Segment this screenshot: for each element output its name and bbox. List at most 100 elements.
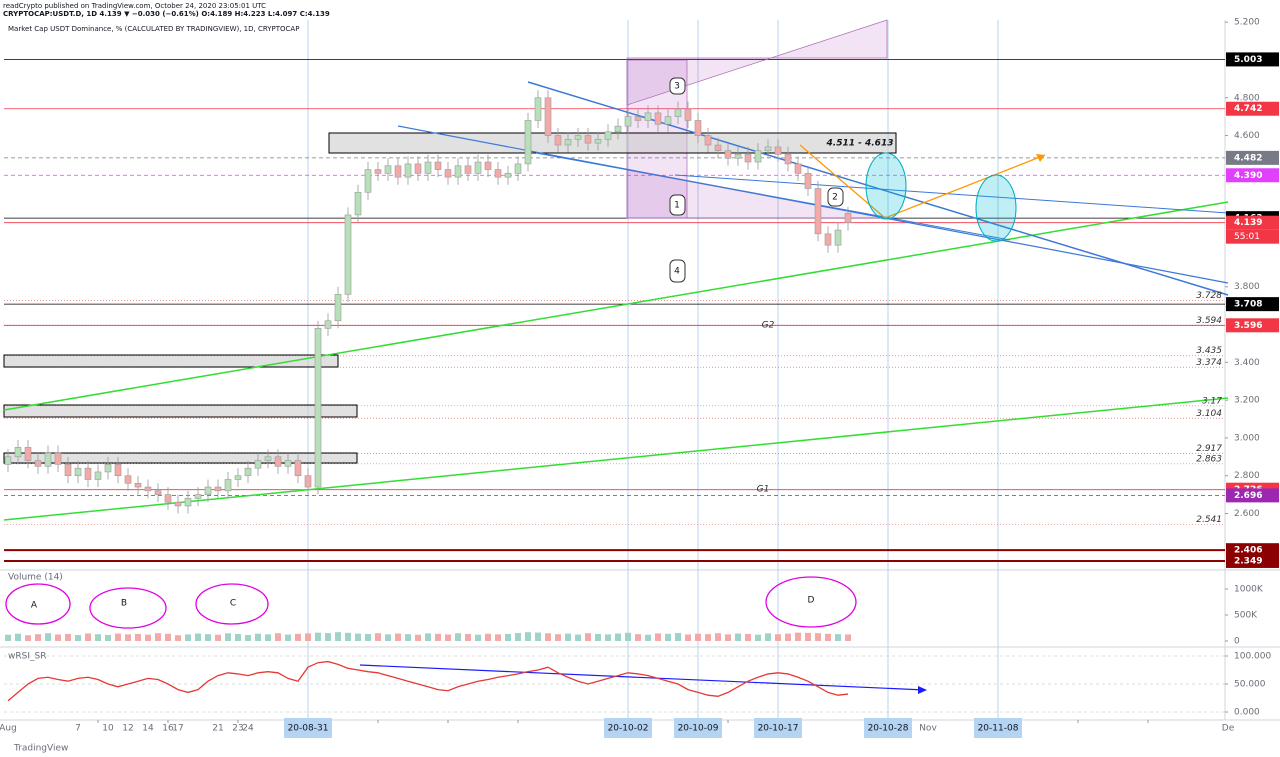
volume-bar [245, 634, 251, 641]
candle-body [124, 475, 132, 484]
volume-bar [785, 633, 791, 641]
candle-body [444, 169, 452, 178]
price-label: 4.390 [1234, 171, 1262, 181]
level-tag: G2 [762, 321, 775, 331]
candle-body [704, 135, 712, 146]
candle-body [394, 165, 402, 178]
volume-bar [395, 633, 401, 641]
plot: Aug 10 17 24 20-08-317 14 21 20-10-02 20-10-0912… [0, 18, 1279, 738]
price-badge [1226, 52, 1279, 67]
drawings [3, 19, 1229, 694]
candle-body [214, 486, 222, 492]
candle-body [344, 214, 352, 295]
price-badge [1226, 101, 1279, 116]
candle-body [364, 169, 372, 193]
volume-bar [175, 635, 181, 641]
candle-body [644, 112, 652, 121]
volume-bar [405, 634, 411, 641]
x-tick-label: 10 [102, 724, 114, 734]
candle-body [494, 169, 502, 178]
candle-body [464, 165, 472, 174]
volume-bar [165, 633, 171, 641]
x-tick-label: 20-10-28 [868, 724, 909, 734]
volume-bar [605, 634, 611, 641]
volume-bar [415, 634, 421, 641]
candle-body [54, 452, 62, 465]
candle-body [104, 464, 112, 473]
note-label: 3.17 [1202, 396, 1222, 406]
candle-body [354, 191, 362, 216]
candle-body [834, 229, 842, 246]
volume-bar [155, 633, 161, 641]
x-tick-label: 16 [162, 724, 174, 734]
x-tick-label: Nov [919, 724, 937, 734]
volume-bar [495, 634, 501, 641]
x-tick-label: 21 [212, 724, 223, 734]
price-badge [1226, 553, 1279, 568]
date-badge [604, 718, 652, 738]
volume-bar [695, 633, 701, 641]
candle-body [594, 139, 602, 144]
volume-bar [45, 633, 51, 641]
volume-bar [35, 634, 41, 641]
y-tick-label: 500K [1234, 610, 1258, 620]
candle-body [514, 163, 522, 174]
y-tick-label: 100.000 [1234, 651, 1271, 661]
price-badge [1226, 297, 1279, 312]
price-badge [1226, 215, 1279, 230]
note-label: 3.594 [1196, 316, 1222, 326]
candle-body [804, 173, 812, 189]
volume-bar [205, 634, 211, 641]
y-tick-label: 4.600 [1234, 131, 1260, 141]
price-badge [1226, 150, 1279, 165]
candle-body [144, 486, 152, 492]
volume-bar [445, 634, 451, 641]
candle-body [744, 154, 752, 163]
candle-body [824, 233, 832, 246]
price-label: 4.482 [1234, 153, 1262, 163]
candle-body [634, 116, 642, 121]
candle-body [844, 212, 852, 223]
volume-bar [375, 633, 381, 641]
candle-body [44, 452, 52, 467]
x-tick-label: 14 [142, 724, 154, 734]
volume-bar [115, 633, 121, 641]
y-tick-label: 1000K [1234, 584, 1264, 594]
panel-title: Volume (14) [8, 573, 63, 583]
price-label: 3.596 [1234, 321, 1262, 331]
price-badge [1226, 168, 1279, 183]
candle-body [374, 169, 382, 174]
candle-body [574, 135, 582, 140]
date-badge [974, 718, 1022, 738]
volume-bar [185, 634, 191, 641]
candle-body [14, 447, 22, 458]
candle-body [684, 108, 692, 121]
volume-bar [325, 633, 331, 641]
volume-bar [345, 632, 351, 641]
candle-body [414, 163, 422, 174]
volume-bar [825, 633, 831, 641]
volume-bar [365, 633, 371, 641]
candle-body [524, 120, 532, 165]
x-tick-label: De [1222, 724, 1235, 734]
candle-body [174, 501, 182, 507]
candle-body [794, 163, 802, 174]
candle-body [134, 482, 142, 488]
candle-body [544, 97, 552, 136]
candle-body [724, 150, 732, 159]
footer: TradingView [13, 744, 68, 754]
volume-bar [195, 633, 201, 641]
volume-bar [475, 634, 481, 641]
candle-body [754, 150, 762, 163]
candle-body [474, 161, 482, 174]
volume-bar [715, 633, 721, 641]
price-badge [1226, 488, 1279, 503]
volume-bar [735, 633, 741, 641]
candle-body [114, 464, 122, 477]
candle-body [184, 498, 192, 507]
candle-body [164, 494, 172, 503]
volume-bar [225, 633, 231, 641]
price-label: 5.003 [1234, 55, 1262, 65]
price-label: 3.708 [1234, 300, 1262, 310]
